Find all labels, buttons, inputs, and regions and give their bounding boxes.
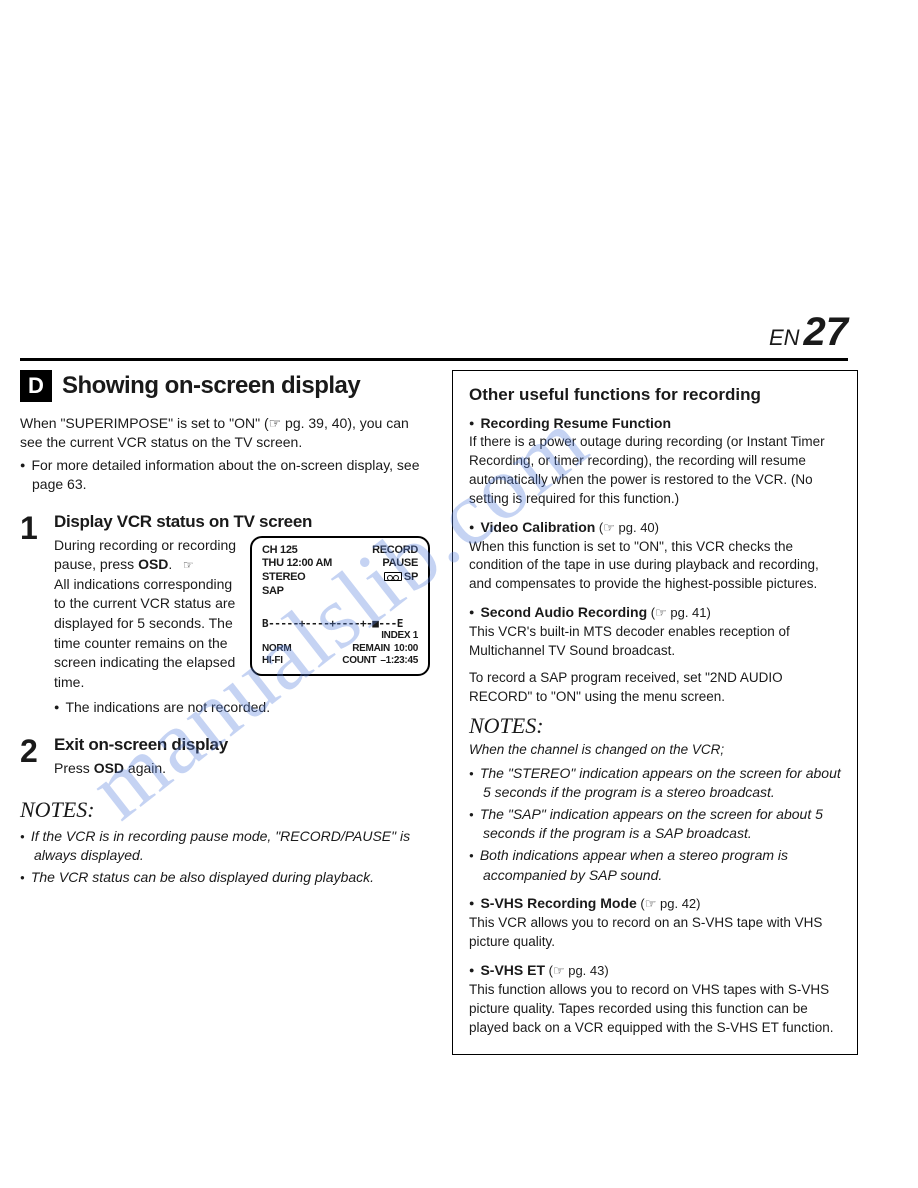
func-second-audio-title: Second Audio Recording (☞ pg. 41) (469, 604, 841, 621)
manual-page: manualslib.com EN27 D Showing on-screen … (0, 0, 918, 1188)
osd-time: THU 12:00 AM (262, 557, 332, 571)
page-label-en: EN (769, 325, 800, 350)
func-svhs-et-body: This function allows you to record on VH… (469, 981, 841, 1038)
func-video-cal-body: When this function is set to "ON", this … (469, 538, 841, 595)
osd-count: –1:23:45 (380, 655, 418, 668)
functions-box-title: Other useful functions for recording (469, 385, 841, 405)
section-d-intro-bullets: For more detailed information about the … (20, 456, 430, 494)
right-note-3: Both indications appear when a stereo pr… (469, 846, 841, 885)
osd-pause: PAUSE (382, 557, 418, 571)
func-video-cal: Video Calibration (☞ pg. 40) When this f… (469, 519, 841, 595)
step-1-title: Display VCR status on TV screen (54, 512, 430, 532)
left-column: D Showing on-screen display When "SUPERI… (20, 370, 430, 1055)
step-2-text: Press OSD again. (54, 759, 430, 779)
left-notes-heading: NOTES: (20, 797, 430, 823)
section-d-header: D Showing on-screen display (20, 370, 430, 402)
func-svhs-mode-title: S-VHS Recording Mode (☞ pg. 42) (469, 895, 841, 912)
func-video-cal-ref: (☞ pg. 40) (595, 520, 659, 535)
hand-icon: ☞ (176, 558, 193, 572)
func-video-cal-title: Video Calibration (☞ pg. 40) (469, 519, 841, 536)
section-d-intro: When "SUPERIMPOSE" is set to "ON" (☞ pg.… (20, 414, 430, 452)
step-1-text-b: . (168, 556, 172, 572)
func-svhs-et: S-VHS ET (☞ pg. 43) This function allows… (469, 962, 841, 1038)
step-2-text-b: again. (124, 760, 166, 776)
step-1-text-c: All indications corresponding to the cur… (54, 576, 235, 690)
right-notes-heading: NOTES: (469, 713, 841, 739)
osd-scale: B-----+----+----+-■---E (262, 617, 418, 631)
osd-count-label: COUNT (283, 655, 377, 668)
step-2: 2 Exit on-screen display Press OSD again… (20, 735, 430, 779)
right-note-2: The "SAP" indication appears on the scre… (469, 805, 841, 844)
step-1: 1 Display VCR status on TV screen During… (20, 512, 430, 718)
osd-stereo: STEREO (262, 571, 305, 585)
func-svhs-mode-ref: (☞ pg. 42) (637, 896, 701, 911)
func-resume: Recording Resume Function If there is a … (469, 415, 841, 509)
osd-index: INDEX 1 (262, 630, 418, 643)
func-second-audio: Second Audio Recording (☞ pg. 41) This V… (469, 604, 841, 707)
cassette-icon (384, 572, 402, 581)
func-svhs-mode-body: This VCR allows you to record on an S-VH… (469, 914, 841, 952)
left-note-1: If the VCR is in recording pause mode, "… (20, 827, 430, 866)
func-second-audio-body-1: This VCR's built-in MTS decoder enables … (469, 623, 841, 661)
step-1-notes: The indications are not recorded. (54, 698, 430, 717)
osd-remain: 10:00 (394, 643, 418, 656)
step-1-osd: OSD (138, 556, 168, 572)
func-svhs-et-ref: (☞ pg. 43) (545, 963, 609, 978)
right-notes-list: The "STEREO" indication appears on the s… (469, 764, 841, 886)
osd-record: RECORD (372, 544, 418, 558)
func-second-audio-body-2: To record a SAP program received, set "2… (469, 669, 841, 707)
osd-remain-label: REMAIN (291, 643, 390, 656)
left-note-2: The VCR status can be also displayed dur… (20, 868, 430, 888)
header-rule (20, 358, 848, 361)
section-badge-d: D (20, 370, 52, 402)
func-svhs-mode: S-VHS Recording Mode (☞ pg. 42) This VCR… (469, 895, 841, 952)
page-num: 27 (804, 310, 849, 354)
osd-sp: SP (384, 571, 418, 585)
step-1-number: 1 (20, 512, 44, 718)
osd-sap: SAP (262, 585, 284, 599)
osd-norm: NORM (262, 643, 291, 656)
right-notes-lead: When the channel is changed on the VCR; (469, 741, 841, 760)
left-notes-list: If the VCR is in recording pause mode, "… (20, 827, 430, 888)
osd-panel: CH 125RECORD THU 12:00 AMPAUSE STEREOSP … (250, 536, 430, 676)
right-note-1: The "STEREO" indication appears on the s… (469, 764, 841, 803)
osd-hifi: HI-FI (262, 655, 283, 668)
func-svhs-et-title: S-VHS ET (☞ pg. 43) (469, 962, 841, 979)
step-2-title: Exit on-screen display (54, 735, 430, 755)
right-column: Other useful functions for recording Rec… (452, 370, 858, 1055)
osd-ch: CH 125 (262, 544, 298, 558)
section-d-title: Showing on-screen display (62, 372, 360, 400)
step-2-osd: OSD (94, 760, 124, 776)
intro-bullet: For more detailed information about the … (20, 456, 430, 494)
step-2-text-a: Press (54, 760, 94, 776)
page-number: EN27 (769, 310, 848, 355)
func-second-audio-ref: (☞ pg. 41) (647, 605, 711, 620)
step-1-note: The indications are not recorded. (54, 698, 430, 717)
step-1-text: During recording or recording pause, pre… (54, 536, 240, 693)
func-resume-body: If there is a power outage during record… (469, 433, 841, 509)
func-resume-title: Recording Resume Function (469, 415, 841, 431)
step-2-number: 2 (20, 735, 44, 779)
functions-box: Other useful functions for recording Rec… (452, 370, 858, 1055)
